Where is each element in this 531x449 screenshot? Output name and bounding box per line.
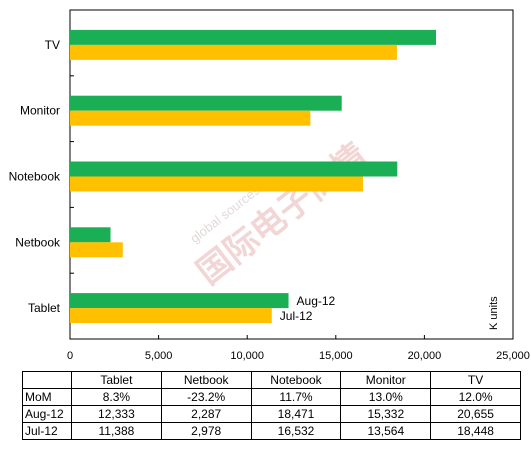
- bars-group: [70, 29, 437, 324]
- bar-monitor-jul-12: [70, 110, 311, 126]
- category-label: Monitor: [20, 104, 60, 118]
- bar-notebook-jul-12: [70, 176, 363, 192]
- table-cell: 12,333: [71, 405, 162, 423]
- bar-netbook-jul-12: [70, 242, 123, 258]
- table-cell: 12.0%: [430, 388, 521, 406]
- category-label: Netbook: [15, 235, 61, 249]
- bar-tv-aug-12: [70, 29, 437, 45]
- table-cell: -23.2%: [160, 388, 252, 406]
- table-cell: 18,448: [430, 422, 521, 440]
- table-cell: 11,388: [71, 422, 162, 440]
- x-tick-label: 5,000: [145, 350, 173, 362]
- row-label: MoM: [22, 388, 72, 406]
- table-cell: 13,564: [340, 422, 432, 440]
- bar-notebook-aug-12: [70, 161, 398, 177]
- table-cell: 2,287: [160, 405, 252, 423]
- table-row: Jul-12 11,388 2,978 16,532 13,564 18,448: [22, 422, 521, 440]
- watermark: global sources 国际电子商情: [187, 137, 374, 293]
- x-tick-label: 25,000: [496, 350, 530, 362]
- bar-tv-jul-12: [70, 44, 397, 60]
- table-cell: 8.3%: [71, 388, 162, 406]
- data-table: Tablet Netbook Notebook Monitor TV MoM 8…: [22, 371, 521, 440]
- table-header: Notebook: [250, 371, 342, 389]
- bar-chart: global sources 国际电子商情 TV Monitor Notebook N…: [9, 9, 530, 362]
- row-label: Aug-12: [22, 405, 72, 423]
- row-label: Jul-12: [22, 422, 72, 440]
- category-labels: TV Monitor Notebook Netbook Tablet: [9, 38, 74, 315]
- bar-monitor-aug-12: [70, 95, 342, 111]
- table-header: Netbook: [160, 371, 252, 389]
- series-label-aug: Aug-12: [297, 294, 336, 308]
- bar-tablet-aug-12: [70, 293, 289, 309]
- table-cell: 2,978: [160, 422, 252, 440]
- unit-label: K units: [488, 296, 500, 330]
- category-label: Tablet: [28, 301, 61, 315]
- x-tick-label: 15,000: [319, 350, 353, 362]
- x-tick-label: 20,000: [408, 350, 442, 362]
- table-cell: 18,471: [250, 405, 342, 423]
- x-axis: 0 5,000 10,000 15,000 20,000 25,000: [67, 335, 530, 362]
- series-label-jul: Jul-12: [280, 309, 313, 323]
- table-cell: 20,655: [430, 405, 521, 423]
- table-header: Tablet: [71, 371, 162, 389]
- table-row: MoM 8.3% -23.2% 11.7% 13.0% 12.0%: [22, 388, 521, 406]
- table-row: Aug-12 12,333 2,287 18,471 15,332 20,655: [22, 405, 521, 423]
- category-label: TV: [45, 38, 60, 52]
- table-header: TV: [430, 371, 521, 389]
- table-cell: 13.0%: [340, 388, 432, 406]
- table-cell: 15,332: [340, 405, 432, 423]
- bar-netbook-aug-12: [70, 227, 111, 243]
- category-label: Notebook: [9, 170, 61, 184]
- table-corner: [22, 371, 72, 389]
- x-tick-label: 10,000: [230, 350, 264, 362]
- table-cell: 16,532: [250, 422, 342, 440]
- table-cell: 11.7%: [250, 388, 342, 406]
- x-tick-label: 0: [67, 350, 73, 362]
- table-header: Monitor: [340, 371, 432, 389]
- bar-tablet-jul-12: [70, 308, 272, 324]
- table-header-row: Tablet Netbook Notebook Monitor TV: [22, 371, 521, 389]
